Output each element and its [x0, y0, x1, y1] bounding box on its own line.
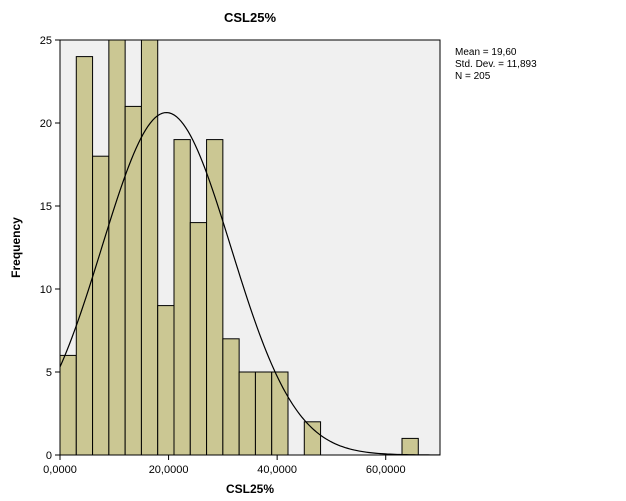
y-tick-label: 20: [40, 118, 52, 130]
histogram-bar: [207, 140, 223, 455]
stats-line: Std. Dev. = 11,893: [455, 59, 537, 70]
y-tick-label: 25: [40, 35, 52, 47]
y-tick-label: 5: [46, 367, 52, 379]
histogram-bar: [255, 372, 271, 455]
histogram-bar: [141, 40, 157, 455]
stats-line: Mean = 19,60: [455, 47, 517, 58]
histogram-bar: [93, 156, 109, 455]
y-axis-label: Frequency: [9, 217, 23, 278]
histogram-bar: [60, 355, 76, 455]
x-tick-label: 0,0000: [43, 464, 77, 476]
histogram-bar: [76, 57, 92, 455]
x-tick-label: 60,0000: [366, 464, 406, 476]
x-axis-label: CSL25%: [226, 482, 274, 496]
x-tick-label: 40,0000: [257, 464, 297, 476]
histogram-bar: [304, 422, 320, 455]
histogram-bar: [402, 438, 418, 455]
histogram-bar: [272, 372, 288, 455]
x-tick-label: 20,0000: [149, 464, 189, 476]
histogram-bar: [174, 140, 190, 455]
y-tick-label: 15: [40, 201, 52, 213]
histogram-bar: [125, 106, 141, 455]
y-tick-label: 10: [40, 284, 52, 296]
histogram-bar: [239, 372, 255, 455]
chart-title: CSL25%: [224, 10, 276, 25]
y-tick-label: 0: [46, 450, 52, 462]
stats-line: N = 205: [455, 71, 491, 82]
histogram-bar: [190, 223, 206, 455]
histogram-bar: [158, 306, 174, 455]
histogram-bar: [223, 339, 239, 455]
histogram-bar: [109, 40, 125, 455]
